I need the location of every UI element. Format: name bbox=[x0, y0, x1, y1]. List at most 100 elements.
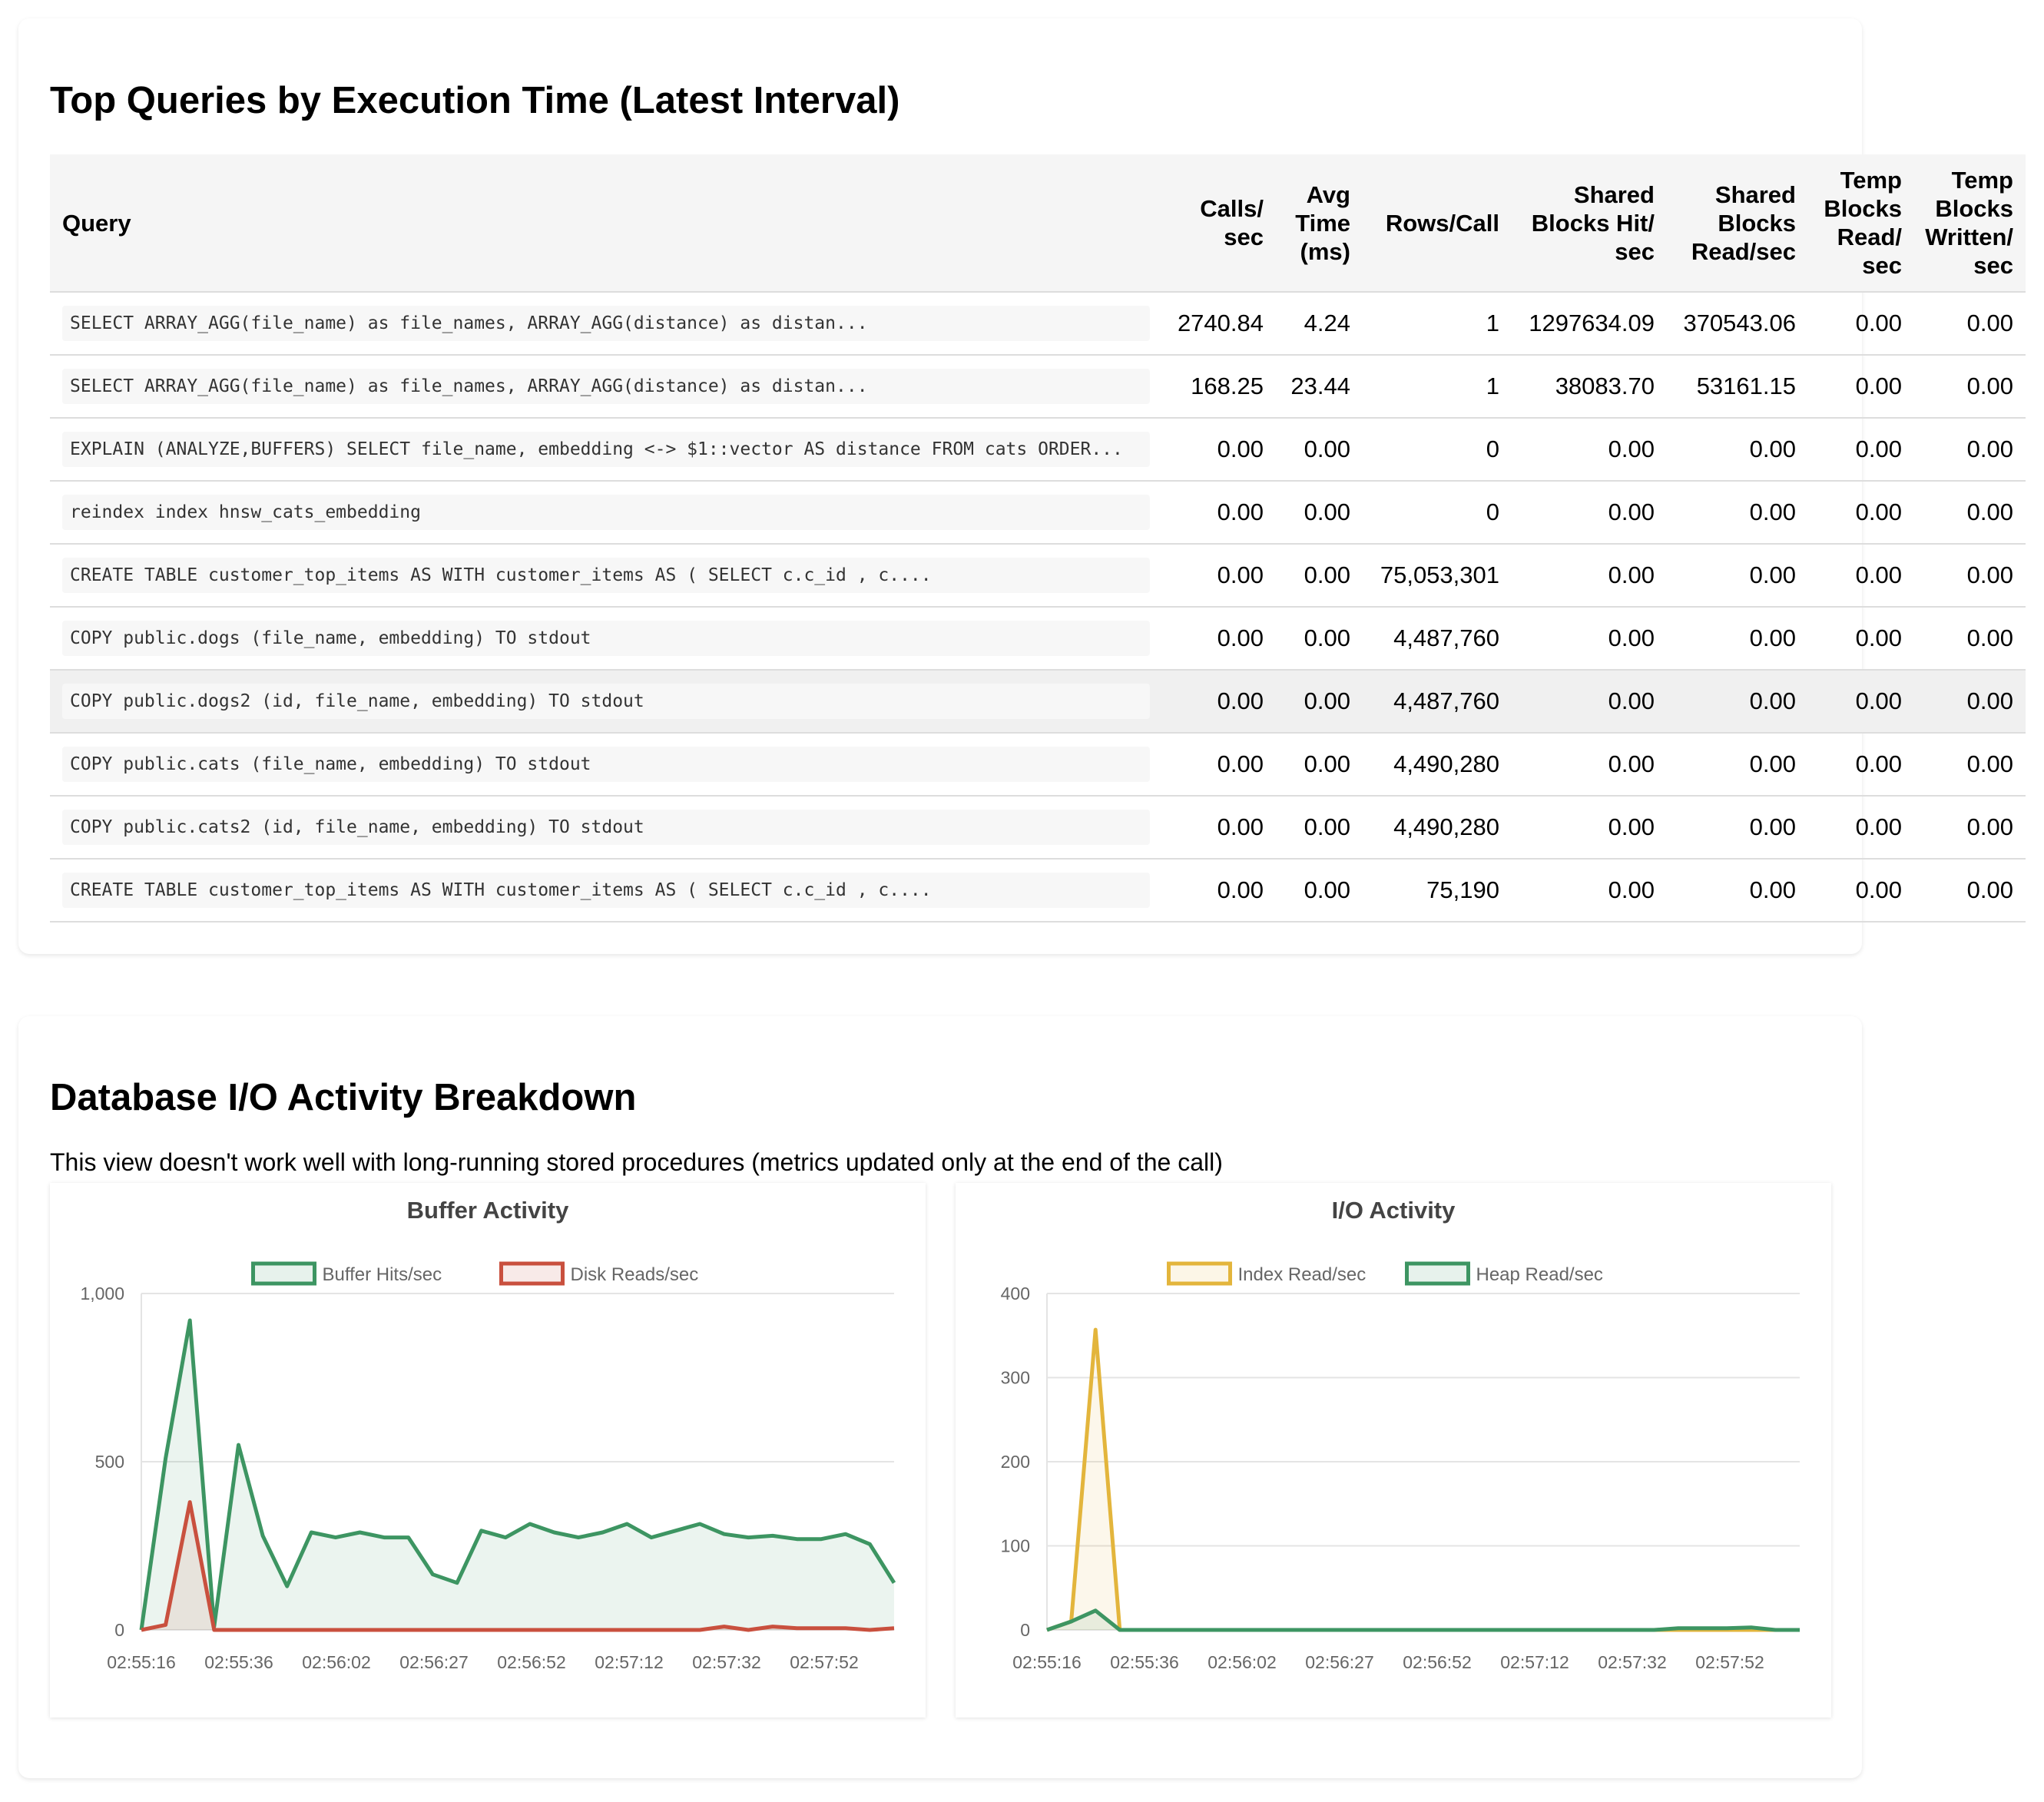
query-cell: COPY public.dogs2 (id, file_name, embedd… bbox=[50, 670, 1161, 734]
shared-blocks-read-cell: 0.00 bbox=[1667, 670, 1808, 734]
series-line-disk-reads-sec[interactable] bbox=[141, 1500, 895, 1632]
shared-blocks-read-cell: 0.00 bbox=[1667, 796, 1808, 860]
table-row[interactable]: CREATE TABLE customer_top_items AS WITH … bbox=[50, 859, 2026, 923]
table-row[interactable]: SELECT ARRAY_AGG(file_name) as file_name… bbox=[50, 292, 2026, 356]
rows-per-call-cell: 4,487,760 bbox=[1363, 607, 1512, 671]
temp-blocks-read-cell: 0.00 bbox=[1808, 733, 1914, 797]
series-line-index-read-sec[interactable] bbox=[1046, 1327, 1800, 1632]
x-tick-label: 02:56:52 bbox=[1403, 1652, 1472, 1672]
table-row[interactable]: COPY public.cats (file_name, embedding) … bbox=[50, 733, 2026, 797]
top-queries-title: Top Queries by Execution Time (Latest In… bbox=[50, 80, 900, 121]
shared-blocks-hit-cell: 1297634.09 bbox=[1512, 292, 1667, 356]
table-row[interactable]: SELECT ARRAY_AGG(file_name) as file_name… bbox=[50, 355, 2026, 419]
legend-label[interactable]: Buffer Hits/sec bbox=[323, 1264, 442, 1285]
buffer-activity-chart-svg: Buffer Activity 0 500 1,000 02:55:16 02:55:36… bbox=[80, 1197, 896, 1672]
legend-swatch[interactable] bbox=[499, 1261, 565, 1286]
legend-label[interactable]: Disk Reads/sec bbox=[571, 1264, 699, 1285]
series-line-buffer-hits-sec[interactable] bbox=[139, 1318, 896, 1631]
x-tick-label: 02:57:12 bbox=[1500, 1652, 1569, 1672]
calls-per-sec-cell: 0.00 bbox=[1161, 796, 1276, 860]
table-row[interactable]: COPY public.cats2 (id, file_name, embedd… bbox=[50, 796, 2026, 860]
table-row[interactable]: EXPLAIN (ANALYZE,BUFFERS) SELECT file_na… bbox=[50, 418, 2026, 482]
x-tick-label: 02:55:36 bbox=[1110, 1652, 1179, 1672]
query-text[interactable]: CREATE TABLE customer_top_items AS WITH … bbox=[62, 873, 1150, 908]
temp-blocks-written-cell: 0.00 bbox=[1914, 355, 2026, 419]
query-text[interactable]: CREATE TABLE customer_top_items AS WITH … bbox=[62, 558, 1150, 593]
temp-blocks-read-cell: 0.00 bbox=[1808, 796, 1914, 860]
column-header-rows-per-call[interactable]: Rows/Call bbox=[1363, 154, 1512, 293]
legend-label[interactable]: Heap Read/sec bbox=[1476, 1264, 1603, 1285]
column-header-calls-per-sec[interactable]: Calls/ sec bbox=[1161, 154, 1276, 293]
series-line-heap-read-sec[interactable] bbox=[1046, 1608, 1800, 1632]
query-text[interactable]: EXPLAIN (ANALYZE,BUFFERS) SELECT file_na… bbox=[62, 432, 1150, 467]
column-header-shared-blocks-hit[interactable]: Shared Blocks Hit/ sec bbox=[1512, 154, 1667, 293]
shared-blocks-hit-cell: 0.00 bbox=[1512, 418, 1667, 482]
query-text[interactable]: COPY public.cats2 (id, file_name, embedd… bbox=[62, 810, 1150, 845]
table-row[interactable]: CREATE TABLE customer_top_items AS WITH … bbox=[50, 544, 2026, 608]
shared-blocks-read-cell: 0.00 bbox=[1667, 607, 1808, 671]
rows-per-call-cell: 0 bbox=[1363, 481, 1512, 545]
x-tick-label: 02:57:52 bbox=[1695, 1652, 1764, 1672]
query-text[interactable]: COPY public.cats (file_name, embedding) … bbox=[62, 747, 1150, 782]
avg-time-cell: 23.44 bbox=[1276, 355, 1363, 419]
query-cell: SELECT ARRAY_AGG(file_name) as file_name… bbox=[50, 355, 1161, 419]
buffer-activity-chart: Buffer Activity 0 500 1,000 02:55:16 02:55:36… bbox=[50, 1183, 926, 1718]
temp-blocks-read-cell: 0.00 bbox=[1808, 544, 1914, 608]
chart-title: I/O Activity bbox=[1332, 1197, 1456, 1224]
x-tick-label: 02:57:32 bbox=[692, 1652, 761, 1672]
y-tick-label: 500 bbox=[95, 1452, 124, 1472]
column-header-temp-blocks-written[interactable]: Temp Blocks Written/ sec bbox=[1914, 154, 2026, 293]
y-tick-label: 0 bbox=[114, 1620, 124, 1640]
io-section-note: This view doesn't work well with long-ru… bbox=[50, 1148, 1223, 1176]
temp-blocks-written-cell: 0.00 bbox=[1914, 796, 2026, 860]
legend-swatch[interactable] bbox=[251, 1261, 316, 1286]
shared-blocks-hit-cell: 0.00 bbox=[1512, 733, 1667, 797]
series-area-buffer-hits-sec bbox=[141, 1320, 894, 1630]
calls-per-sec-cell: 0.00 bbox=[1161, 418, 1276, 482]
legend-label[interactable]: Index Read/sec bbox=[1238, 1264, 1367, 1285]
query-text[interactable]: SELECT ARRAY_AGG(file_name) as file_name… bbox=[62, 369, 1150, 404]
shared-blocks-hit-cell: 0.00 bbox=[1512, 544, 1667, 608]
avg-time-cell: 0.00 bbox=[1276, 418, 1363, 482]
query-cell: CREATE TABLE customer_top_items AS WITH … bbox=[50, 544, 1161, 608]
table-row[interactable]: reindex index hnsw_cats_embedding 0.00 0.0… bbox=[50, 481, 2026, 545]
column-header-shared-blocks-read[interactable]: Shared Blocks Read/sec bbox=[1667, 154, 1808, 293]
top-queries-table: Query Calls/ sec Avg Time (ms) Rows/Call… bbox=[50, 154, 2026, 923]
calls-per-sec-cell: 0.00 bbox=[1161, 670, 1276, 734]
temp-blocks-read-cell: 0.00 bbox=[1808, 292, 1914, 356]
avg-time-cell: 0.00 bbox=[1276, 796, 1363, 860]
top-queries-table-body: SELECT ARRAY_AGG(file_name) as file_name… bbox=[50, 292, 2026, 923]
query-cell: COPY public.cats2 (id, file_name, embedd… bbox=[50, 796, 1161, 860]
legend-swatch[interactable] bbox=[1167, 1261, 1232, 1286]
temp-blocks-written-cell: 0.00 bbox=[1914, 418, 2026, 482]
rows-per-call-cell: 75,053,301 bbox=[1363, 544, 1512, 608]
shared-blocks-hit-cell: 0.00 bbox=[1512, 670, 1667, 734]
query-text[interactable]: SELECT ARRAY_AGG(file_name) as file_name… bbox=[62, 306, 1150, 341]
shared-blocks-hit-cell: 0.00 bbox=[1512, 796, 1667, 860]
y-tick-label: 1,000 bbox=[80, 1284, 124, 1303]
avg-time-cell: 0.00 bbox=[1276, 670, 1363, 734]
legend-swatch[interactable] bbox=[1405, 1261, 1470, 1286]
calls-per-sec-cell: 2740.84 bbox=[1161, 292, 1276, 356]
temp-blocks-written-cell: 0.00 bbox=[1914, 607, 2026, 671]
x-tick-label: 02:57:32 bbox=[1598, 1652, 1667, 1672]
avg-time-cell: 0.00 bbox=[1276, 733, 1363, 797]
avg-time-cell: 0.00 bbox=[1276, 607, 1363, 671]
table-row[interactable]: COPY public.dogs (file_name, embedding) … bbox=[50, 607, 2026, 671]
query-text[interactable]: COPY public.dogs2 (id, file_name, embedd… bbox=[62, 684, 1150, 719]
column-header-avg-time[interactable]: Avg Time (ms) bbox=[1276, 154, 1363, 293]
avg-time-cell: 0.00 bbox=[1276, 544, 1363, 608]
shared-blocks-read-cell: 0.00 bbox=[1667, 418, 1808, 482]
column-header-query[interactable]: Query bbox=[50, 154, 1161, 293]
rows-per-call-cell: 1 bbox=[1363, 292, 1512, 356]
rows-per-call-cell: 4,487,760 bbox=[1363, 670, 1512, 734]
table-row[interactable]: COPY public.dogs2 (id, file_name, embedd… bbox=[50, 670, 2026, 734]
query-text[interactable]: reindex index hnsw_cats_embedding bbox=[62, 495, 1150, 530]
query-text[interactable]: COPY public.dogs (file_name, embedding) … bbox=[62, 621, 1150, 656]
temp-blocks-written-cell: 0.00 bbox=[1914, 670, 2026, 734]
shared-blocks-hit-cell: 38083.70 bbox=[1512, 355, 1667, 419]
x-tick-label: 02:56:27 bbox=[1305, 1652, 1374, 1672]
temp-blocks-read-cell: 0.00 bbox=[1808, 418, 1914, 482]
x-tick-label: 02:55:16 bbox=[107, 1652, 176, 1672]
column-header-temp-blocks-read[interactable]: Temp Blocks Read/ sec bbox=[1808, 154, 1914, 293]
